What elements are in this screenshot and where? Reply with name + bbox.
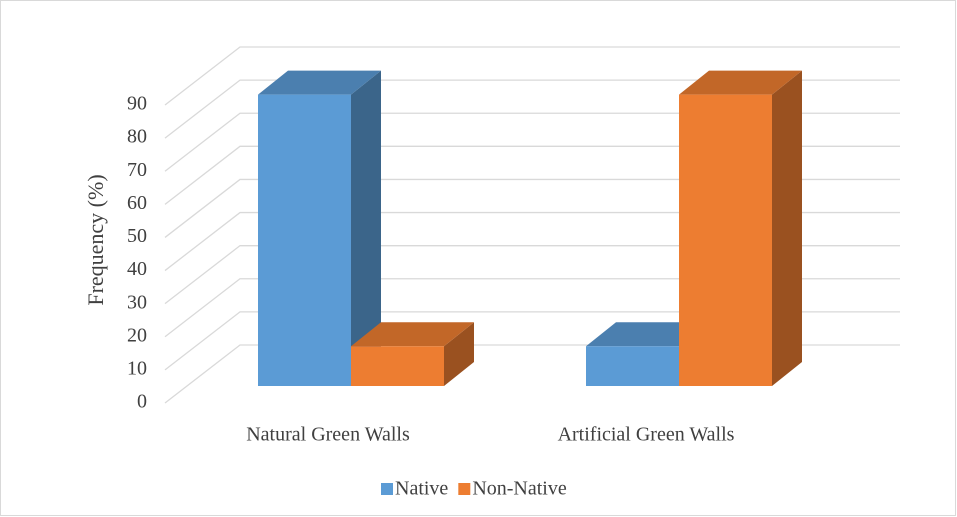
y-tick-label: 80 [127,126,147,148]
grid-line [164,46,900,106]
bar-top [351,322,474,347]
bar-side [772,70,802,386]
x-tick-label: Artificial Green Walls [558,424,735,446]
legend-label: Non-Native [472,478,567,500]
y-axis-label: Frequency (%) [83,174,108,305]
y-tick-label: 40 [127,258,147,280]
y-tick-label: 90 [127,93,147,115]
y-tick-label: 20 [127,324,147,346]
bar-top [679,70,802,95]
bar-side [444,322,474,386]
y-tick-label: 70 [127,159,147,181]
y-tick-label: 30 [127,291,147,313]
y-tick-label: 0 [137,391,147,413]
y-tick-label: 60 [127,192,147,214]
bar [586,346,679,386]
x-tick-label: Natural Green Walls [246,424,410,446]
bar [258,94,351,386]
legend-swatch [381,483,393,495]
bar [351,346,444,386]
grid-line [164,79,900,139]
bar-side [351,70,381,386]
legend-swatch [458,483,471,495]
bar-top [586,322,709,347]
legend-label: Native [395,478,448,500]
bar-top [258,70,381,95]
y-tick-label: 50 [127,225,147,247]
bar [679,94,772,386]
y-tick-label: 10 [127,357,147,379]
